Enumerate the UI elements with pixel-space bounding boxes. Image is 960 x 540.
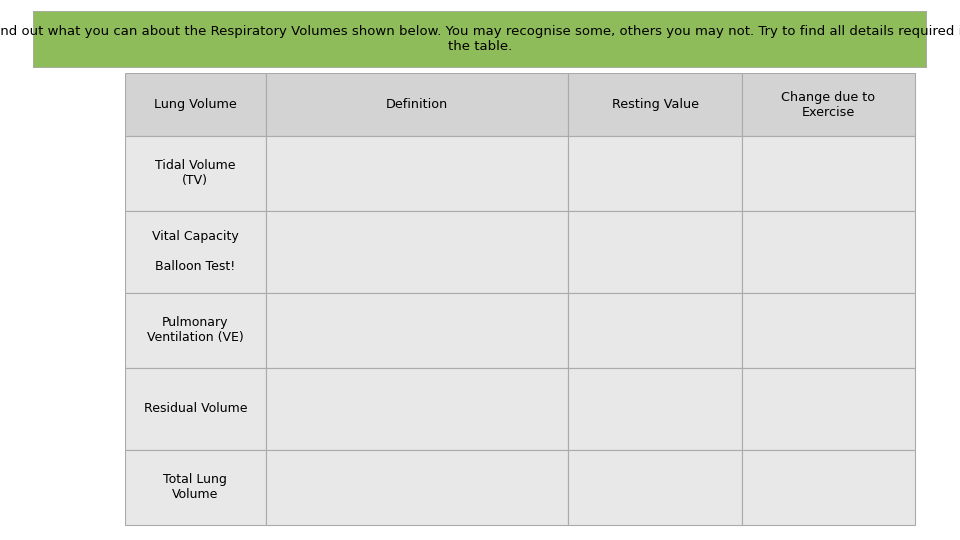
FancyBboxPatch shape: [266, 211, 568, 293]
FancyBboxPatch shape: [568, 368, 742, 450]
Text: Find out what you can about the Respiratory Volumes shown below. You may recogni: Find out what you can about the Respirat…: [0, 25, 960, 53]
FancyBboxPatch shape: [266, 293, 568, 368]
FancyBboxPatch shape: [33, 11, 927, 68]
FancyBboxPatch shape: [742, 368, 915, 450]
Text: Change due to
Exercise: Change due to Exercise: [781, 91, 876, 119]
FancyBboxPatch shape: [125, 136, 266, 211]
FancyBboxPatch shape: [266, 136, 568, 211]
FancyBboxPatch shape: [742, 293, 915, 368]
FancyBboxPatch shape: [568, 136, 742, 211]
FancyBboxPatch shape: [568, 73, 742, 136]
FancyBboxPatch shape: [125, 368, 266, 450]
Text: Definition: Definition: [386, 98, 448, 111]
FancyBboxPatch shape: [568, 293, 742, 368]
Text: Resting Value: Resting Value: [612, 98, 699, 111]
Text: Tidal Volume
(TV): Tidal Volume (TV): [156, 159, 235, 187]
FancyBboxPatch shape: [742, 450, 915, 525]
Text: Vital Capacity

Balloon Test!: Vital Capacity Balloon Test!: [152, 231, 239, 273]
FancyBboxPatch shape: [125, 293, 266, 368]
FancyBboxPatch shape: [266, 73, 568, 136]
FancyBboxPatch shape: [742, 211, 915, 293]
FancyBboxPatch shape: [125, 450, 266, 525]
Text: Residual Volume: Residual Volume: [144, 402, 247, 415]
FancyBboxPatch shape: [568, 211, 742, 293]
FancyBboxPatch shape: [568, 450, 742, 525]
FancyBboxPatch shape: [266, 368, 568, 450]
FancyBboxPatch shape: [266, 450, 568, 525]
FancyBboxPatch shape: [125, 73, 266, 136]
FancyBboxPatch shape: [742, 73, 915, 136]
Text: Pulmonary
Ventilation (VE): Pulmonary Ventilation (VE): [147, 316, 244, 345]
FancyBboxPatch shape: [742, 136, 915, 211]
Text: Total Lung
Volume: Total Lung Volume: [163, 474, 228, 502]
Text: Lung Volume: Lung Volume: [154, 98, 237, 111]
FancyBboxPatch shape: [125, 211, 266, 293]
